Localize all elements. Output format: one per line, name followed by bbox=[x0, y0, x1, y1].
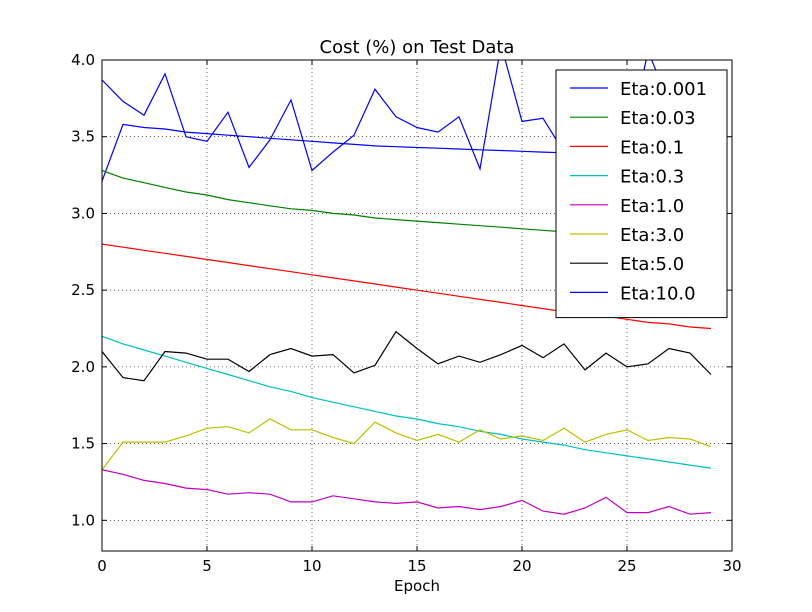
y-tick-label: 3.0 bbox=[71, 204, 95, 222]
y-tick-label: 2.0 bbox=[71, 358, 95, 376]
series-line-eta-3-0 bbox=[102, 418, 712, 471]
legend-label: Eta:0.1 bbox=[620, 137, 684, 158]
x-tick-label: 10 bbox=[302, 557, 321, 575]
y-tick-label: 1.0 bbox=[71, 511, 95, 529]
y-axis: 1.0 1.5 2.0 2.5 3.0 3.5 4.0 bbox=[71, 51, 732, 529]
x-tick-label: 20 bbox=[512, 557, 531, 575]
x-tick-label: 25 bbox=[617, 557, 636, 575]
chart-title: Cost (%) on Test Data bbox=[320, 37, 515, 58]
x-tick-label: 30 bbox=[722, 557, 741, 575]
y-tick-label: 2.5 bbox=[71, 281, 95, 299]
series-line-eta-5-0 bbox=[102, 330, 712, 382]
x-tick-label: 0 bbox=[97, 557, 107, 575]
legend-label: Eta:5.0 bbox=[620, 254, 684, 275]
y-tick-label: 3.5 bbox=[71, 128, 95, 146]
legend-box bbox=[555, 69, 728, 319]
legend-label: Eta:0.03 bbox=[620, 108, 696, 129]
y-tick-label: 1.5 bbox=[71, 435, 95, 453]
legend: Eta:0.001 Eta:0.03 Eta:0.1 Eta:0.3 Eta:1.0 Et… bbox=[555, 69, 728, 319]
series-line-eta-1-0 bbox=[102, 469, 712, 515]
y-tick-label: 4.0 bbox=[71, 51, 95, 69]
legend-label: Eta:1.0 bbox=[620, 196, 684, 217]
x-tick-label: 5 bbox=[202, 557, 212, 575]
x-axis-label: Epoch bbox=[394, 577, 440, 595]
legend-label: Eta:0.001 bbox=[620, 79, 707, 100]
legend-label: Eta:10.0 bbox=[620, 283, 696, 304]
x-axis: 0 5 10 15 20 25 30 bbox=[97, 60, 742, 575]
legend-label: Eta:0.3 bbox=[620, 167, 684, 188]
x-tick-label: 15 bbox=[407, 557, 426, 575]
legend-label: Eta:3.0 bbox=[620, 225, 684, 246]
series-line-eta-0-3 bbox=[102, 335, 712, 469]
series-layer bbox=[102, 60, 712, 515]
